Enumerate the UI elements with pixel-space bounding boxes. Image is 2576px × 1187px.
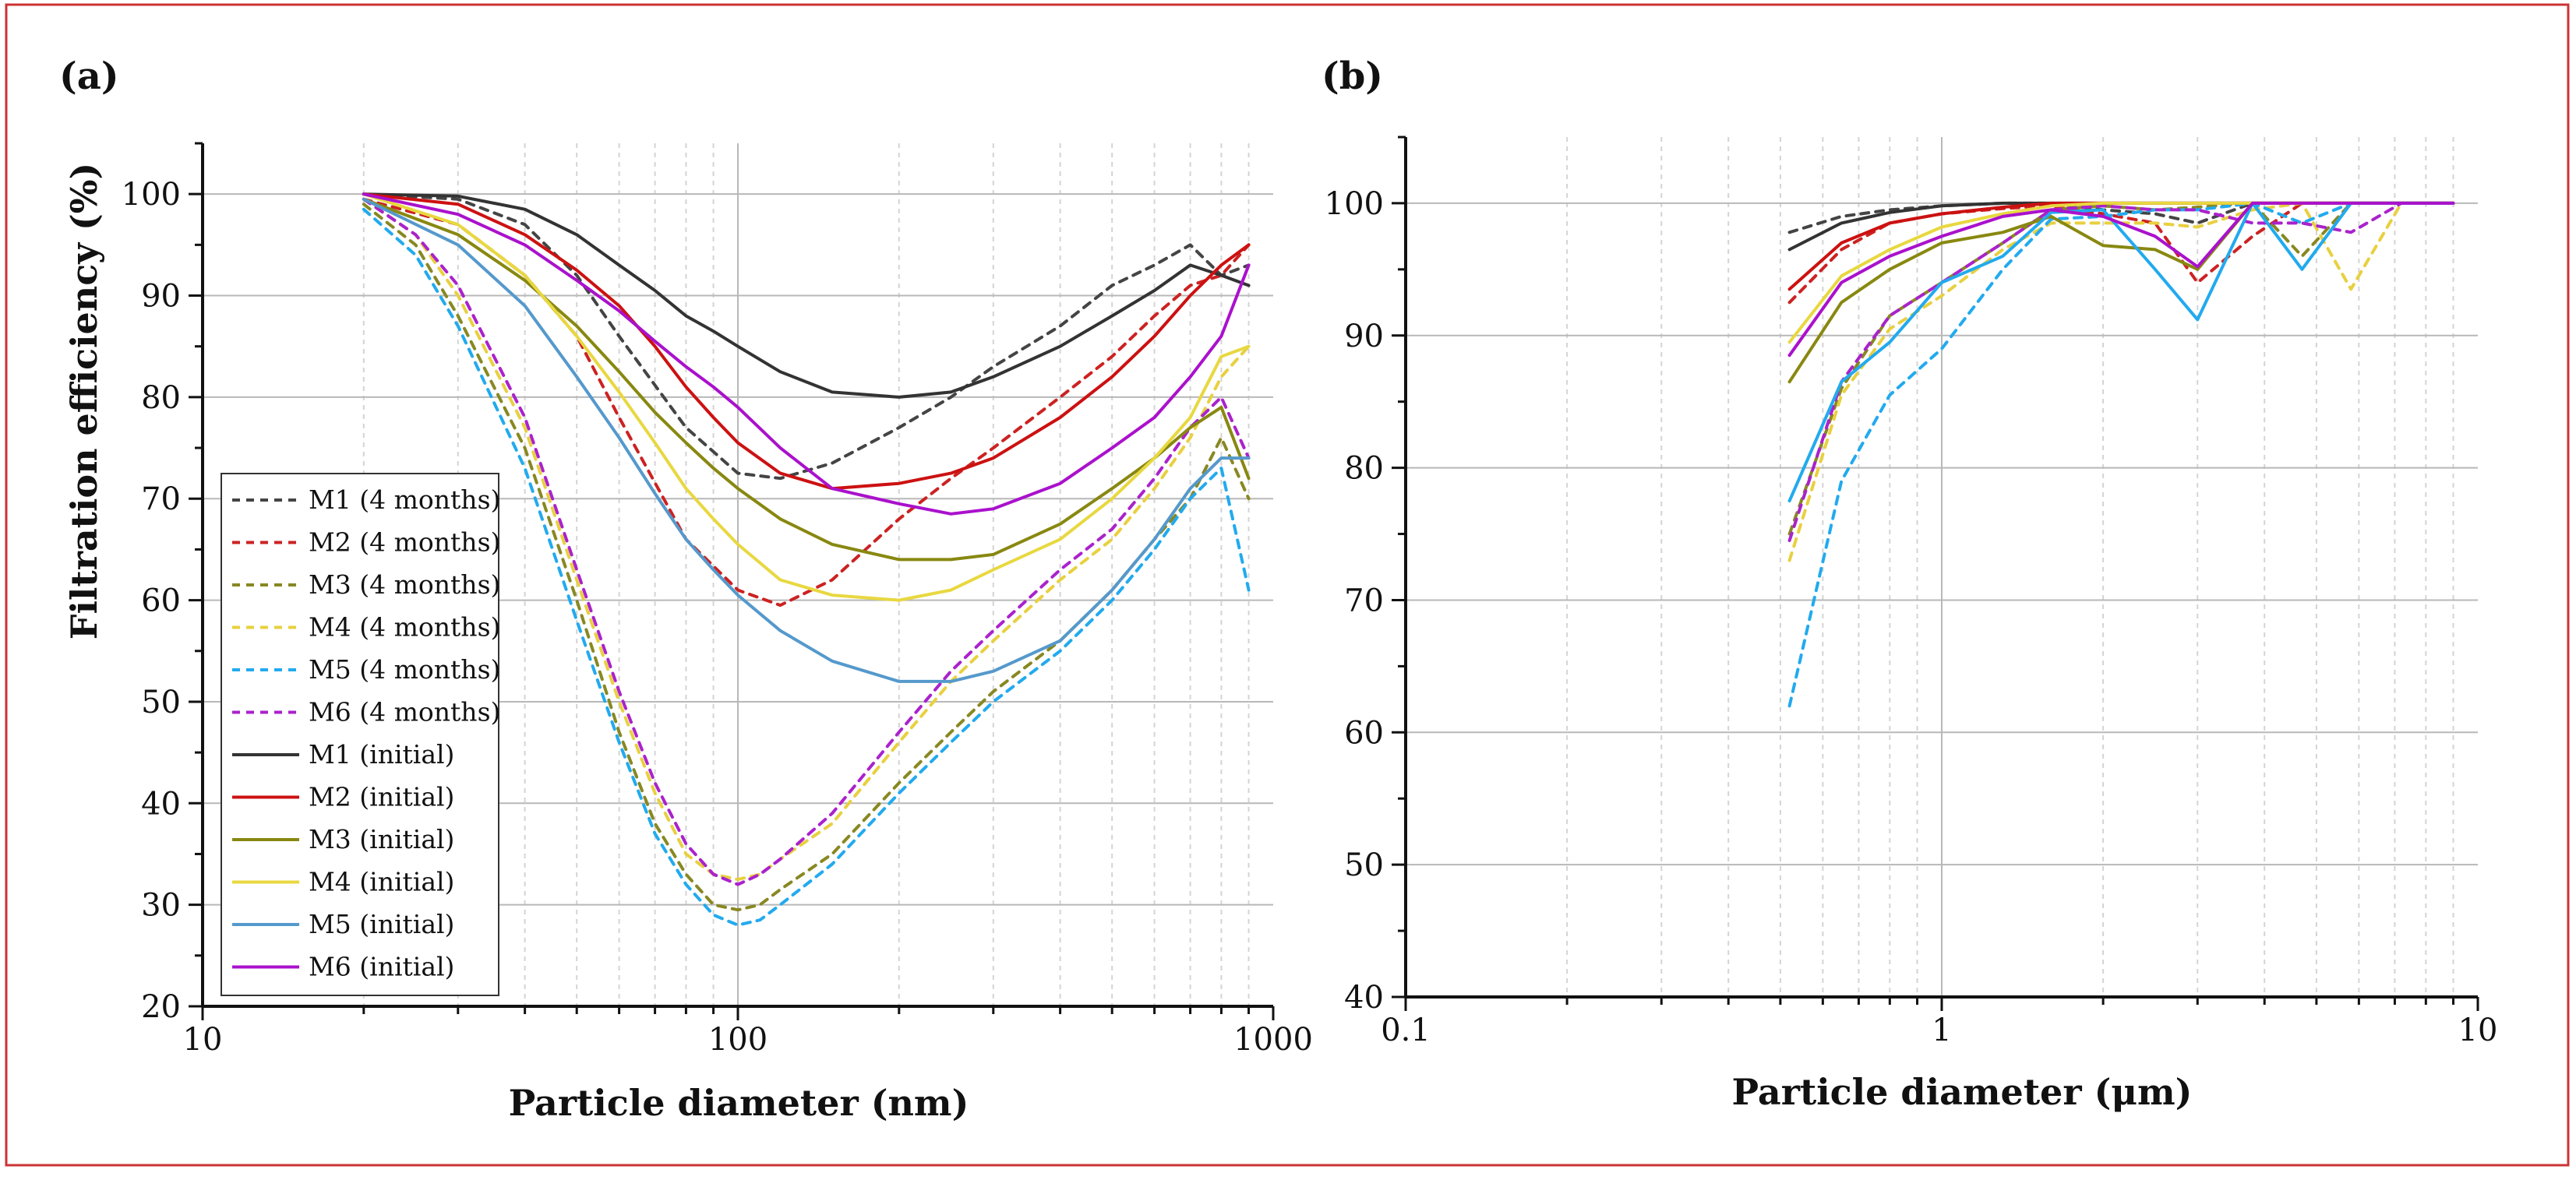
panel-b-axes [1392, 136, 2479, 1011]
series-line-m5-4-months [362, 207, 1251, 927]
y-tick-label: 100 [122, 177, 181, 213]
y-tick-label: 30 [141, 888, 181, 924]
y-tick-label: 100 [1325, 186, 1384, 222]
y-tick-label: 80 [1344, 451, 1384, 487]
series-line-m5-initial [362, 197, 1251, 683]
panel-a-tick-labels: 20 30 40 50 60 70 80 90 100 10 100 1000 [122, 177, 1313, 1058]
series-line-m6-initial [1787, 201, 2455, 358]
panel-a-legend: M1 (4 months) M2 (4 months) M3 (4 months) M… [221, 473, 500, 996]
y-tick-label: 80 [141, 380, 181, 416]
panel-a-x-axis-title: Particle diameter (nm) [509, 1082, 969, 1124]
legend-label: M6 (4 months) [309, 697, 500, 727]
panel-b-grid [1406, 137, 2478, 997]
legend-label: M2 (4 months) [309, 527, 500, 558]
panel-b-series [1787, 201, 2455, 708]
y-tick-label: 90 [1344, 319, 1384, 354]
legend-label: M1 (4 months) [309, 484, 500, 515]
panel-b-label: (b) [1322, 55, 1383, 98]
panel-a-axes [189, 142, 1275, 1020]
y-tick-label: 20 [141, 989, 181, 1025]
series-line-m5-4-months [1787, 201, 2455, 708]
series-line-m5-initial [1787, 201, 2455, 503]
x-tick-label: 0.1 [1381, 1013, 1431, 1048]
x-tick-label: 10 [2458, 1013, 2498, 1048]
series-line-m1-4-months [362, 192, 1251, 481]
y-tick-label: 70 [141, 481, 181, 517]
legend-label: M1 (initial) [309, 739, 454, 770]
series-line-m2-initial [362, 192, 1251, 491]
series-line-m6-4-months [1787, 201, 2455, 542]
y-tick-label: 60 [141, 583, 181, 619]
x-tick-label: 10 [183, 1022, 223, 1058]
x-tick-label: 1000 [1233, 1022, 1313, 1058]
series-line-m4-initial [362, 192, 1251, 602]
series-line-m2-4-months [362, 197, 1251, 608]
series-line-m6-4-months [362, 197, 1251, 886]
x-tick-label: 1 [1932, 1013, 1951, 1048]
y-tick-label: 70 [1344, 583, 1384, 618]
panel-a: (a) 20 30 40 50 60 70 80 90 100 10 100 1000 Particl… [59, 55, 1313, 1124]
panel-a-series [362, 192, 1251, 927]
x-tick-label: 100 [708, 1022, 768, 1058]
legend-label: M2 (initial) [309, 782, 454, 812]
legend-label: M3 (initial) [309, 824, 454, 854]
panel-b: (b) 40 50 60 70 80 90 100 0.1 1 10 Particle diame… [1322, 55, 2497, 1113]
legend-label: M3 (4 months) [309, 569, 500, 600]
legend-label: M5 (4 months) [309, 654, 500, 685]
y-tick-label: 90 [141, 279, 181, 315]
y-tick-label: 60 [1344, 715, 1384, 751]
panel-a-label: (a) [59, 55, 119, 98]
legend-box [221, 473, 499, 996]
panel-a-y-axis-title: Filtration efficiency (%) [63, 163, 105, 639]
series-line-m4-4-months [1787, 201, 2455, 562]
series-line-m6-initial [362, 192, 1251, 516]
legend-label: M6 (initial) [309, 952, 454, 982]
y-tick-label: 40 [1344, 980, 1384, 1016]
panel-a-grid [203, 143, 1273, 1006]
legend-label: M5 (initial) [309, 909, 454, 939]
series-line-m1-initial [362, 192, 1251, 399]
legend-label: M4 (initial) [309, 867, 454, 897]
y-tick-label: 40 [141, 786, 181, 822]
y-tick-label: 50 [1344, 847, 1384, 883]
legend-label: M4 (4 months) [309, 612, 500, 643]
y-tick-label: 50 [141, 685, 181, 720]
panel-b-x-axis-title: Particle diameter (μm) [1732, 1071, 2193, 1113]
panel-b-tick-labels: 40 50 60 70 80 90 100 0.1 1 10 [1325, 186, 2498, 1048]
